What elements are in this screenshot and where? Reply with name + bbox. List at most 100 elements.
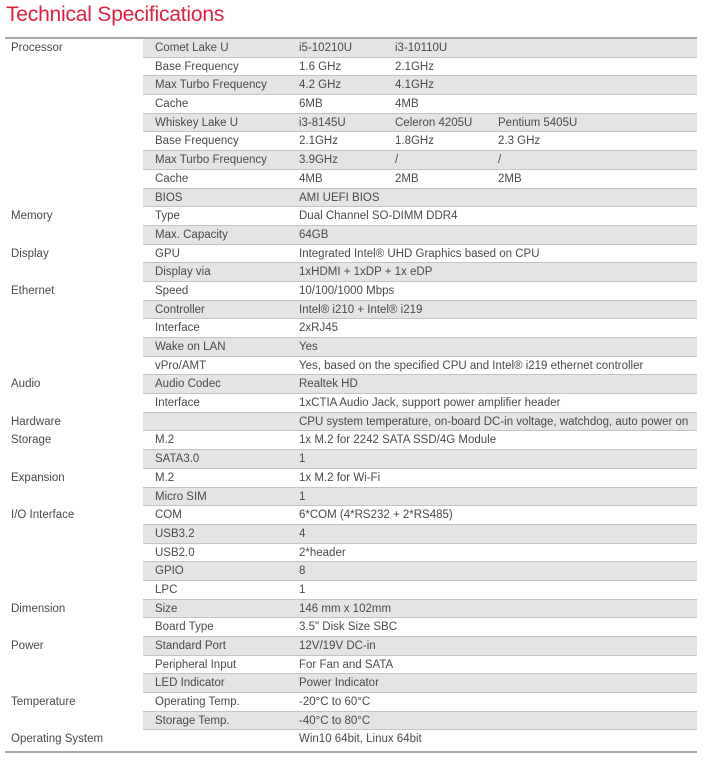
spec-item: Size [155,602,178,615]
spec-row: I/O Interface COM 6*COM (4*RS232 + 2*RS485… [5,506,697,525]
spec-item: SATA3.0 [155,453,200,466]
spec-row: Storage Temp. -40°C to 80°C [5,711,697,731]
row-band [143,711,697,731]
spec-value: 4.1GHz [395,79,434,92]
spec-item: M.2 [155,471,175,484]
spec-value: 12V/19V DC-in [299,640,376,652]
spec-row: Board Type 3.5" Disk Size SBC [5,618,697,637]
bottom-divider [5,751,697,753]
spec-value: -20°C to 60°C [299,696,371,709]
spec-item: USB2.0 [155,546,195,559]
spec-item: Storage Temp. [155,714,230,727]
spec-item: Peripheral Input [155,658,237,671]
spec-item: GPU [155,247,180,260]
spec-row: Hardware CPU system temperature, on-board… [5,412,697,432]
spec-value: 3.5" Disk Size SBC [299,621,398,634]
spec-value: 1 [299,453,306,466]
row-band [143,581,697,600]
row-band [143,188,697,208]
spec-row: Wake on LAN Yes [5,338,697,357]
spec-item: Comet Lake U [155,42,229,54]
spec-category: Storage [11,434,52,447]
row-band [143,263,697,282]
row-band [143,319,697,338]
spec-item: Cache [155,172,189,185]
spec-table: Processor Comet Lake U i5-10210U i3-10110U B… [5,37,697,749]
spec-row: Base Frequency 1.6 GHz 2.1GHz [5,58,697,77]
row-band [143,300,697,320]
spec-row: Micro SIM 1 [5,487,697,507]
row-band [143,562,697,581]
spec-value: AMI UEFI BIOS [299,191,380,204]
spec-value: Yes, based on the specified CPU and Inte… [299,359,644,372]
row-band [143,151,697,170]
spec-value: 1x M.2 for 2242 SATA SSD/4G Module [299,434,497,447]
spec-row: Display GPU Integrated Intel® UHD Graphics… [5,245,697,264]
spec-value: / [395,154,399,167]
spec-value: 1xHDMI + 1xDP + 1x eDP [299,266,433,279]
spec-value: 3.9GHz [299,154,338,167]
spec-item: M.2 [155,434,175,447]
spec-row: Max. Capacity 64GB [5,225,697,245]
spec-item: Max Turbo Frequency [155,79,267,92]
spec-item: Display via [155,266,211,279]
spec-row: Cache 4MB 2MB 2MB [5,170,697,189]
spec-item: Wake on LAN [155,341,226,353]
spec-value: 1 [299,583,306,596]
row-band [143,599,697,619]
spec-value: 4 [299,527,306,540]
row-band [143,469,697,488]
row-band [143,544,697,563]
spec-item: Type [155,210,180,223]
spec-value: Yes [299,341,318,353]
spec-value: / [498,154,502,167]
spec-category: Processor [11,42,63,54]
spec-item: Interface [155,397,200,410]
spec-value: Power Indicator [299,677,379,690]
row-band [143,338,697,357]
spec-value: i3-8145U [299,116,346,129]
spec-value: i5-10210U [299,42,353,54]
spec-value: Win10 64bit, Linux 64bit [299,733,422,746]
spec-value: 1.6 GHz [299,60,342,73]
row-band [143,58,697,77]
spec-item: USB3.2 [155,527,195,540]
spec-row: Temperature Operating Temp. -20°C to 60°C [5,693,697,712]
row-band [143,674,697,694]
row-band [143,95,697,114]
spec-value: 8 [299,565,306,578]
spec-item: Controller [155,303,205,316]
spec-row: Memory Type Dual Channel SO-DIMM DDR4 [5,207,697,226]
spec-value: 10/100/1000 Mbps [299,284,395,297]
spec-value: 2.1GHz [299,135,338,148]
spec-value: Integrated Intel® UHD Graphics based on … [299,247,540,260]
spec-row: Interface 2xRJ45 [5,319,697,338]
row-band [143,618,697,637]
spec-value: 4MB [299,172,323,185]
spec-item: GPIO [155,565,184,578]
row-band [143,132,697,152]
spec-category: Audio [11,378,41,391]
spec-item: Interface [155,322,200,335]
spec-item: Micro SIM [155,490,207,503]
row-band [143,394,697,413]
spec-item: Standard Port [155,640,226,652]
spec-category: Temperature [11,696,76,709]
spec-value: 2.3 GHz [498,135,541,148]
spec-row: USB3.2 4 [5,524,697,544]
row-band [143,693,697,712]
spec-row: Power Standard Port 12V/19V DC-in [5,637,697,656]
spec-value: 64GB [299,228,329,241]
row-band [143,637,697,656]
spec-row: LPC 1 [5,581,697,600]
row-band [143,431,697,451]
spec-value: i3-10110U [395,42,448,54]
spec-value: Realtek HD [299,378,358,391]
spec-value: Celeron 4205U [395,116,473,129]
row-band [143,170,697,189]
spec-value: 6*COM (4*RS232 + 2*RS485) [299,509,453,522]
spec-row: Audio Audio Codec Realtek HD [5,375,697,395]
row-band [143,76,697,96]
spec-row: Operating System Win10 64bit, Linux 64bit [5,730,697,749]
spec-row: Interface 1xCTIA Audio Jack, support powe… [5,394,697,413]
